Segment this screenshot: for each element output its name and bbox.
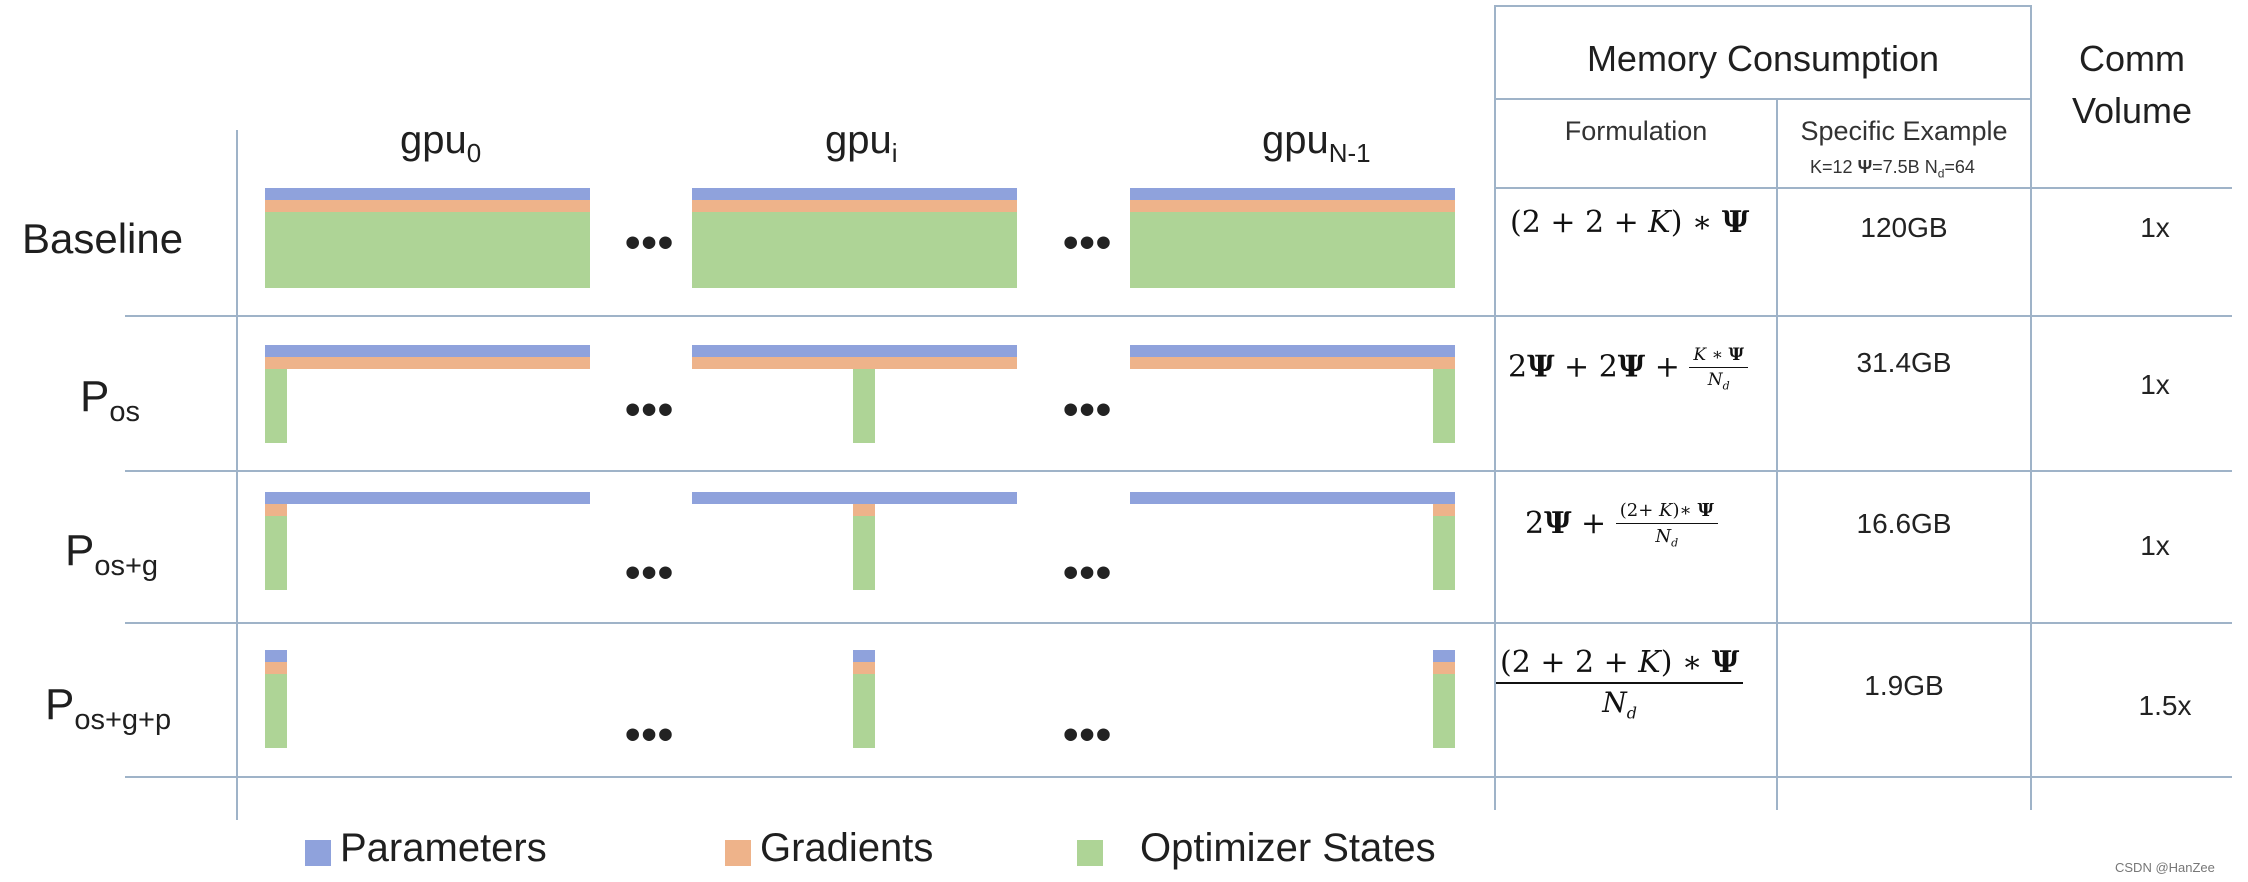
- posg-gpun-optimizer: [1433, 516, 1455, 590]
- memory-consumption-header: Memory Consumption: [1586, 38, 1940, 79]
- posgp-gpui-optimizer: [853, 674, 875, 748]
- posgp-gpun-parameters: [1433, 650, 1455, 662]
- row-label-pos-g-p: Pos+g+p: [45, 680, 172, 736]
- pos-gpu0-optimizer: [265, 369, 287, 443]
- posgp-gpu0-parameters: [265, 650, 287, 662]
- ellipsis-row3-a: •••: [625, 548, 675, 597]
- posg-gpui-gradients: [853, 504, 875, 516]
- example-pos: 31.4GB: [1856, 347, 1952, 378]
- posgp-gpu0-gradients: [265, 662, 287, 674]
- left-vertical-divider: [236, 130, 238, 820]
- formulation-header: Formulation: [1564, 116, 1708, 146]
- ellipsis-row1-b: •••: [1063, 218, 1113, 267]
- header-top-line: [1494, 5, 2032, 7]
- row-divider-2: [125, 470, 2232, 472]
- row-label-baseline: Baseline: [22, 215, 184, 262]
- posg-gpu0-optimizer: [265, 516, 287, 590]
- baseline-gpui-parameters: [692, 188, 1017, 200]
- header-bottom-line: [1494, 187, 2232, 189]
- posg-gpu0-gradients: [265, 504, 287, 516]
- comm-volume-header-line2: Volume: [2071, 90, 2193, 131]
- header-mid-line: [1494, 98, 2030, 100]
- legend-parameters-label: Parameters: [340, 826, 547, 870]
- posg-gpun-gradients: [1433, 504, 1455, 516]
- example-baseline: 120GB: [1860, 212, 1948, 243]
- baseline-gpun-optimizer: [1130, 212, 1455, 288]
- posgp-gpun-gradients: [1433, 662, 1455, 674]
- ellipsis-row4-a: •••: [625, 710, 675, 759]
- comm-pos-g-p: 1.5x: [2138, 690, 2192, 721]
- ellipsis-row2-b: •••: [1063, 385, 1113, 434]
- posgp-gpui-gradients: [853, 662, 875, 674]
- pos-gpui-optimizer: [853, 369, 875, 443]
- pos-gpun-gradients: [1130, 357, 1455, 369]
- row-divider-1: [125, 315, 2232, 317]
- formulation-example-divider: [1776, 100, 1778, 810]
- legend-gradients-swatch: [725, 840, 751, 866]
- pos-gpun-optimizer: [1433, 369, 1455, 443]
- baseline-gpu0-parameters: [265, 188, 590, 200]
- legend-optimizer-swatch: [1077, 840, 1103, 866]
- posgp-gpu0-optimizer: [265, 674, 287, 748]
- formula-pos: 2Ψ + 2Ψ + K ∗ Ψ Nd: [1508, 345, 1749, 392]
- comm-pos-g: 1x: [2140, 530, 2170, 561]
- example-pos-g: 16.6GB: [1856, 508, 1952, 539]
- ellipsis-row1-a: •••: [625, 218, 675, 267]
- row-divider-3: [125, 622, 2232, 624]
- specific-example-header: Specific Example: [1800, 116, 2008, 146]
- comm-volume-divider: [2030, 5, 2032, 810]
- pos-gpui-gradients: [692, 357, 1017, 369]
- pos-gpun-parameters: [1130, 345, 1455, 357]
- baseline-gpui-gradients: [692, 200, 1017, 212]
- baseline-gpui-optimizer: [692, 212, 1017, 288]
- ellipsis-row2-a: •••: [625, 385, 675, 434]
- posg-gpun-parameters: [1130, 492, 1455, 504]
- formula-pos-g: 2Ψ + (2+ K)∗ Ψ Nd: [1525, 500, 1718, 550]
- legend-gradients-label: Gradients: [760, 826, 934, 870]
- legend-parameters-swatch: [305, 840, 331, 866]
- row-divider-4: [125, 776, 2232, 778]
- posg-gpu0-parameters: [265, 492, 590, 504]
- comm-baseline: 1x: [2140, 212, 2170, 243]
- pos-gpu0-gradients: [265, 357, 590, 369]
- ellipsis-row3-b: •••: [1063, 548, 1113, 597]
- baseline-gpun-gradients: [1130, 200, 1455, 212]
- comm-pos: 1x: [2140, 369, 2170, 400]
- example-parameters: K=12 Ψ=7.5B Nd=64: [1810, 157, 1975, 181]
- comm-volume-header-line1: Comm: [2079, 38, 2185, 79]
- pos-gpu0-parameters: [265, 345, 590, 357]
- ellipsis-row4-b: •••: [1063, 710, 1113, 759]
- row-label-pos-g: Pos+g: [65, 526, 159, 582]
- gpu-0-header: gpu0: [400, 118, 482, 168]
- posgp-gpun-optimizer: [1433, 674, 1455, 748]
- baseline-gpu0-optimizer: [265, 212, 590, 288]
- watermark: CSDN @HanZee: [2115, 860, 2215, 875]
- example-pos-g-p: 1.9GB: [1864, 670, 1944, 701]
- posgp-gpui-parameters: [853, 650, 875, 662]
- row-label-pos: Pos: [80, 372, 140, 428]
- formula-baseline: (2 + 2 + K) ∗ Ψ: [1510, 205, 1750, 240]
- baseline-gpun-parameters: [1130, 188, 1455, 200]
- baseline-gpu0-gradients: [265, 200, 590, 212]
- posg-gpui-parameters: [692, 492, 1017, 504]
- gpu-i-header: gpui: [825, 118, 898, 168]
- table-left-border: [1494, 5, 1496, 810]
- pos-gpui-parameters: [692, 345, 1017, 357]
- formula-pos-g-p: (2 + 2 + K) ∗ Ψ Nd: [1496, 645, 1744, 723]
- gpu-n-1-header: gpuN-1: [1262, 118, 1371, 168]
- legend-optimizer-label: Optimizer States: [1140, 826, 1436, 870]
- posg-gpui-optimizer: [853, 516, 875, 590]
